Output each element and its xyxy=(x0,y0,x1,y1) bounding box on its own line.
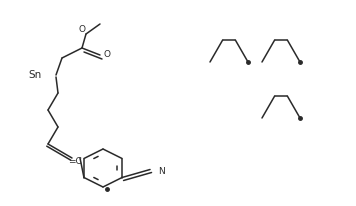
Text: Sn: Sn xyxy=(28,70,41,80)
Text: O: O xyxy=(79,25,85,34)
Text: O: O xyxy=(104,49,110,59)
Text: =C: =C xyxy=(68,158,82,166)
Text: N: N xyxy=(158,167,165,176)
